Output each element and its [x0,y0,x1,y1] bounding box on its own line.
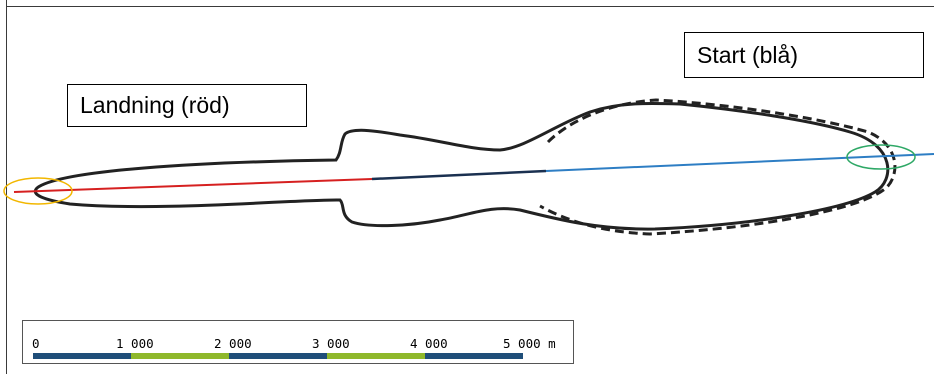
landing-label: Landning (röd) [67,84,307,127]
scale-tick-label: 0 [32,336,40,351]
overlap-flight-path [371,169,547,181]
scale-segment [229,353,327,359]
noise-contour-outline [33,101,890,231]
scale-segment [33,353,131,359]
start-label-text: Start (blå) [697,41,798,68]
scale-segment [327,353,425,359]
scale-tick-label: 4 000 [410,336,448,351]
landing-flight-path [13,178,373,193]
start-flight-path [545,153,934,172]
scale-tick-label: 5 000 m [503,336,556,351]
scale-segment [131,353,229,359]
landing-label-text: Landning (röd) [80,92,230,118]
start-noise-contour-dashed [539,98,897,236]
start-label: Start (blå) [684,32,924,78]
map-frame-top [6,6,934,7]
start-marker-ellipse [846,144,916,170]
scale-tick-label: 2 000 [214,336,252,351]
scale-bar: 0 1 000 2 000 3 000 4 000 5 000 m [22,320,574,364]
scale-segment [425,353,523,359]
landing-marker-ellipse [3,177,73,205]
scale-tick-label: 3 000 [312,336,350,351]
scale-tick-label: 1 000 [116,336,154,351]
